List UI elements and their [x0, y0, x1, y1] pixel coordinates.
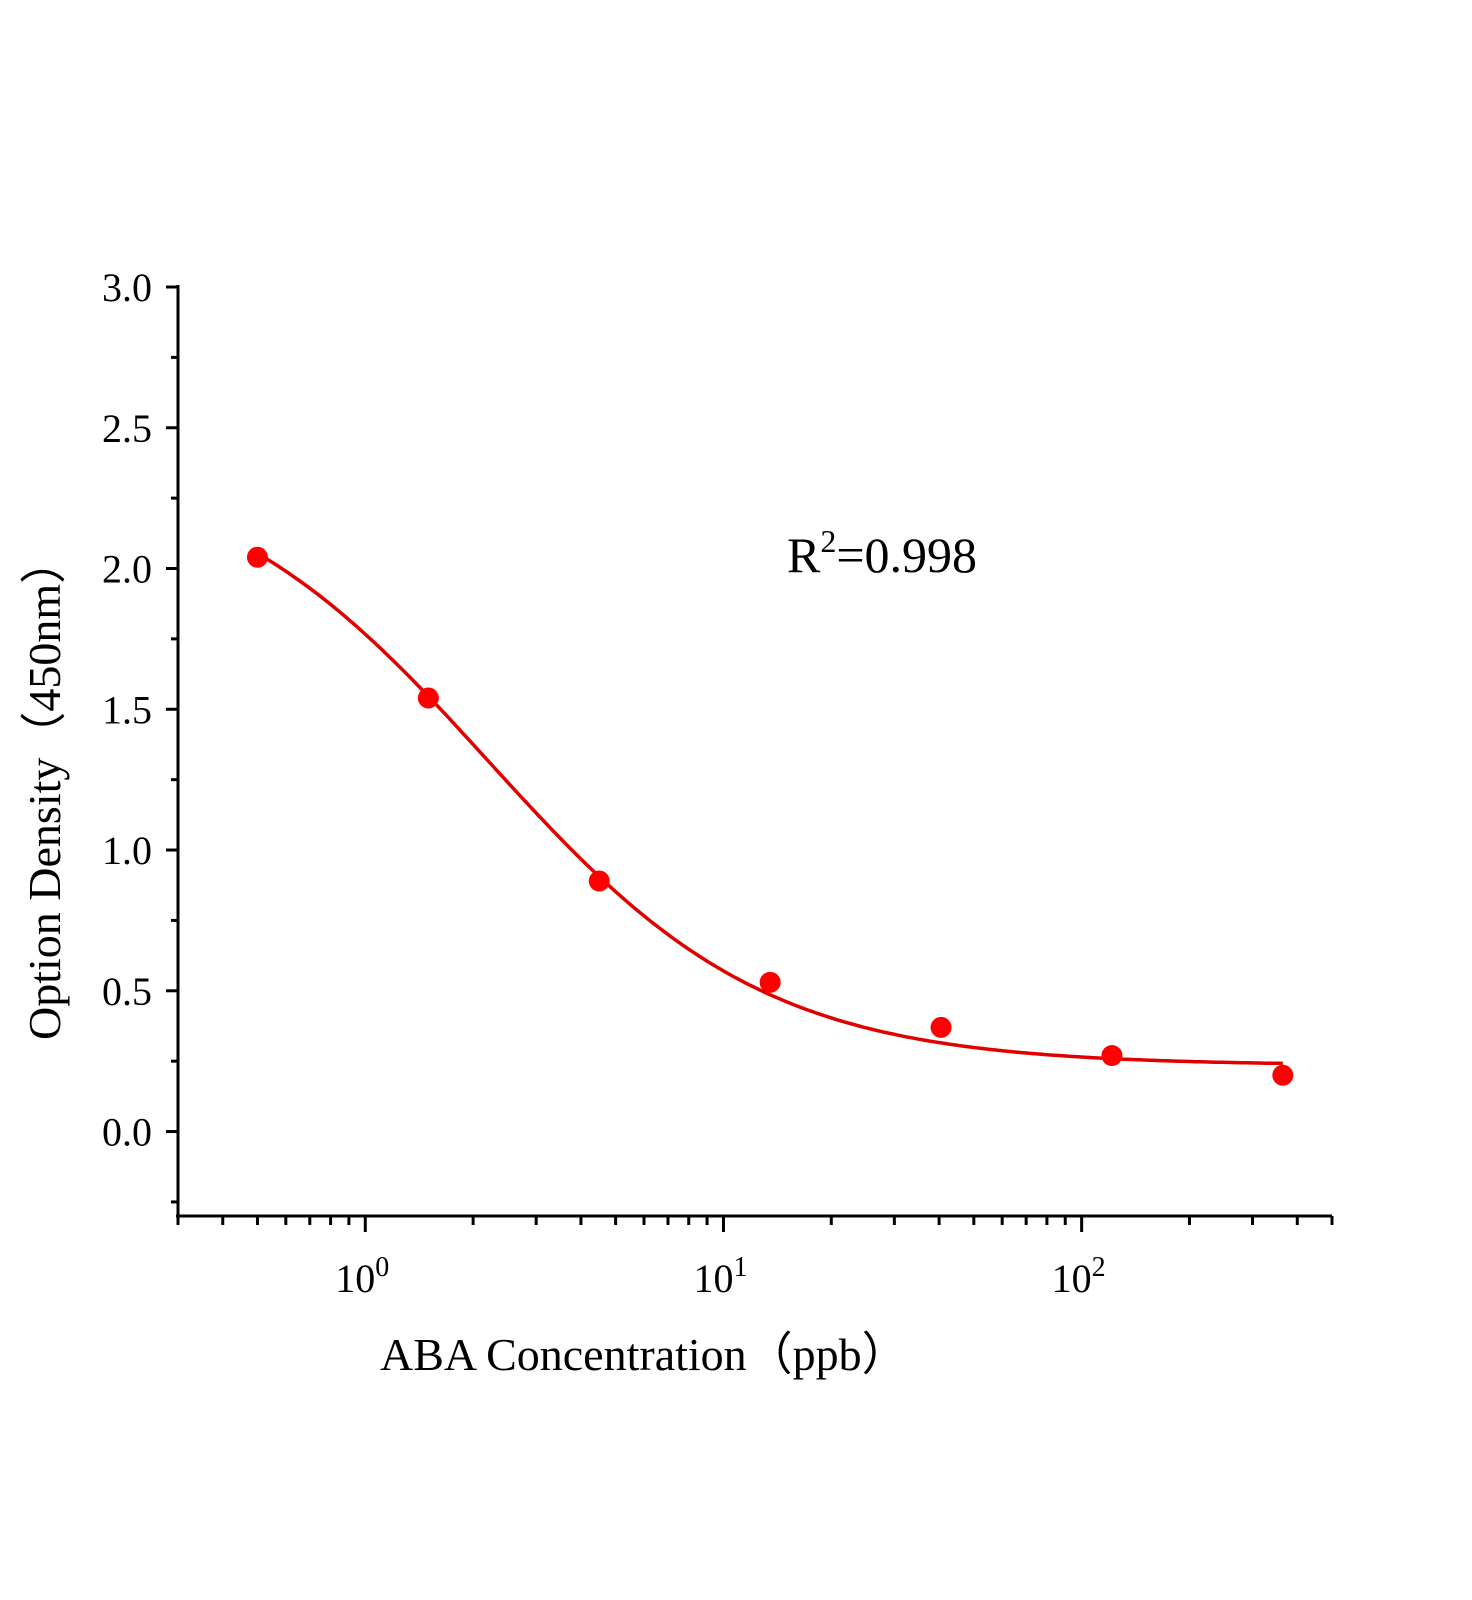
y-tick-label: 0.0 — [102, 1110, 152, 1155]
x-tick-label: 101 — [693, 1252, 747, 1301]
r-squared-annotation: R2=0.998 — [787, 523, 977, 583]
data-point — [759, 971, 781, 993]
x-tick-label: 102 — [1052, 1252, 1106, 1301]
y-tick-label: 1.0 — [102, 828, 152, 873]
data-point — [1101, 1045, 1123, 1067]
y-axis-label: Option Density（450nm） — [19, 538, 70, 1040]
data-points — [246, 546, 1294, 1086]
x-axis-label: ABA Concentration（ppb） — [380, 1329, 908, 1380]
data-point — [930, 1016, 952, 1038]
y-tick-label: 0.5 — [102, 969, 152, 1014]
y-tick-label: 2.0 — [102, 547, 152, 592]
data-point — [588, 870, 610, 892]
x-tick-label: 100 — [335, 1252, 389, 1301]
y-tick-label: 3.0 — [102, 265, 152, 310]
y-tick-label: 2.5 — [102, 406, 152, 451]
data-point — [417, 687, 439, 709]
data-point — [246, 546, 268, 568]
data-point — [1272, 1064, 1294, 1086]
y-tick-label: 1.5 — [102, 687, 152, 732]
axes: 0.0 0.5 1.0 1.5 2.0 2.5 3.0 100 101 102 — [102, 265, 1334, 1301]
